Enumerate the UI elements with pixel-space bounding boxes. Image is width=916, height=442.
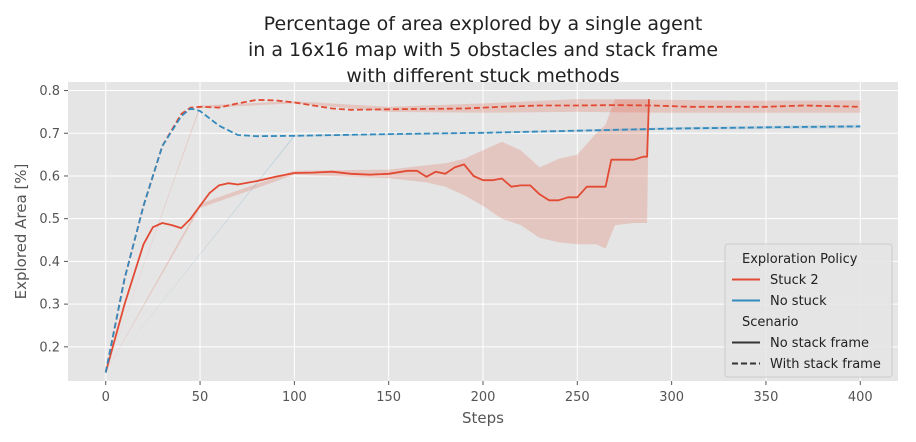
legend-entry-scenario: No stack frame [770, 336, 869, 351]
x-tick-label: 200 [471, 390, 496, 405]
y-tick-label: 0.5 [39, 212, 60, 227]
chart-title: Percentage of area explored by a single … [248, 13, 718, 87]
x-tick-label: 150 [376, 390, 401, 405]
x-axis-label: Steps [462, 409, 504, 427]
legend-box [724, 243, 893, 378]
y-tick-label: 0.6 [39, 169, 60, 184]
chart-title-line: with different stuck methods [346, 65, 619, 87]
series-line [104, 107, 861, 373]
chart-title-line: in a 16x16 map with 5 obstacles and stac… [248, 39, 718, 61]
legend-entry-policy: No stuck [770, 294, 827, 309]
legend-entry-scenario: With stack frame [770, 357, 881, 372]
x-tick-label: 0 [102, 390, 110, 405]
legend-title-policy: Exploration Policy [742, 252, 858, 267]
x-tick-label: 250 [565, 390, 590, 405]
confidence-bands [105, 99, 861, 373]
y-tick-label: 0.2 [39, 340, 60, 355]
legend: Exploration Policy Stuck 2 No stuck Scenari… [724, 243, 893, 378]
y-tick-label: 0.7 [39, 127, 60, 142]
series-line [104, 99, 861, 373]
x-tick-label: 100 [282, 390, 307, 405]
x-tick-label: 350 [754, 390, 779, 405]
series-line [104, 99, 650, 373]
chart-title-line: Percentage of area explored by a single … [264, 13, 703, 35]
y-tick-label: 0.4 [39, 255, 60, 270]
y-tick-label: 0.8 [39, 84, 60, 99]
legend-entry-policy: Stuck 2 [770, 273, 819, 288]
x-tick-label: 50 [192, 390, 209, 405]
confidence-band [105, 99, 649, 373]
x-tick-label: 300 [659, 390, 684, 405]
x-tick-label: 400 [848, 390, 873, 405]
y-axis-label: Explored Area [%] [12, 164, 30, 300]
y-axis-ticks: 0.2 0.3 0.4 0.5 0.6 0.7 0.8 [39, 84, 68, 355]
y-tick-label: 0.3 [39, 298, 60, 313]
x-axis-ticks: 0 50 100 150 200 250 300 350 400 [102, 381, 873, 405]
series-lines [104, 99, 861, 373]
legend-title-scenario: Scenario [742, 315, 799, 330]
